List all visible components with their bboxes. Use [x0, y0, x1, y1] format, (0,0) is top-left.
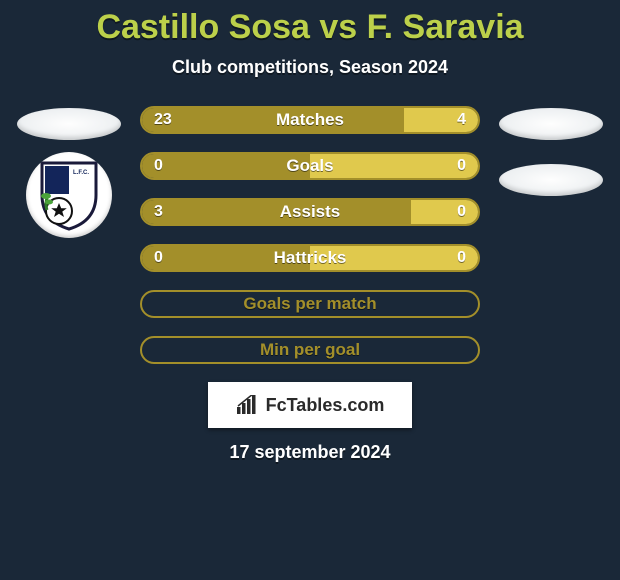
- right-player-col: [496, 106, 606, 364]
- main-row: L.F.C. 23 Matches 4 0 Goals 0: [0, 106, 620, 364]
- bar-value-left: 0: [154, 157, 163, 175]
- bar-value-right: 0: [457, 203, 466, 221]
- bar-fill-right: [310, 154, 478, 178]
- svg-text:L.F.C.: L.F.C.: [73, 170, 89, 176]
- bar-value-left: 3: [154, 203, 163, 221]
- bar-label: Hattricks: [274, 248, 347, 268]
- bar-label: Goals: [286, 156, 333, 176]
- stat-bar-hattricks: 0 Hattricks 0: [140, 244, 480, 272]
- bar-fill-left: [142, 108, 404, 132]
- left-player-col: L.F.C.: [14, 106, 124, 364]
- watermark-badge: FcTables.com: [208, 382, 412, 428]
- bar-fill-left: [142, 200, 411, 224]
- bar-value-right: 0: [457, 157, 466, 175]
- bar-value-right: 0: [457, 249, 466, 267]
- bar-label: Min per goal: [260, 340, 360, 360]
- stat-bar-goals: 0 Goals 0: [140, 152, 480, 180]
- stat-bars: 23 Matches 4 0 Goals 0 3 Assists 0: [140, 106, 480, 364]
- club-badge-left: L.F.C.: [26, 152, 112, 238]
- infographic: Castillo Sosa vs F. Saravia Club competi…: [0, 0, 620, 580]
- player-photo-placeholder: [17, 108, 121, 140]
- bar-fill-right: [411, 200, 478, 224]
- bar-fill-left: [142, 154, 310, 178]
- stat-bar-matches: 23 Matches 4: [140, 106, 480, 134]
- chart-icon: [236, 395, 258, 415]
- page-title: Castillo Sosa vs F. Saravia: [96, 8, 523, 47]
- bar-label: Matches: [276, 110, 344, 130]
- stat-bar-assists: 3 Assists 0: [140, 198, 480, 226]
- stat-bar-goals-per-match: Goals per match: [140, 290, 480, 318]
- bar-value-left: 0: [154, 249, 163, 267]
- bar-label: Goals per match: [243, 294, 376, 314]
- subtitle: Club competitions, Season 2024: [172, 57, 448, 78]
- watermark-text: FcTables.com: [266, 395, 385, 416]
- date-label: 17 september 2024: [229, 442, 390, 463]
- bar-label: Assists: [280, 202, 340, 222]
- player-photo-placeholder: [499, 108, 603, 140]
- shield-icon: L.F.C.: [38, 159, 100, 231]
- stat-bar-min-per-goal: Min per goal: [140, 336, 480, 364]
- club-badge-placeholder: [499, 164, 603, 196]
- bar-value-left: 23: [154, 111, 172, 129]
- bar-fill-right: [404, 108, 478, 132]
- bar-value-right: 4: [457, 111, 466, 129]
